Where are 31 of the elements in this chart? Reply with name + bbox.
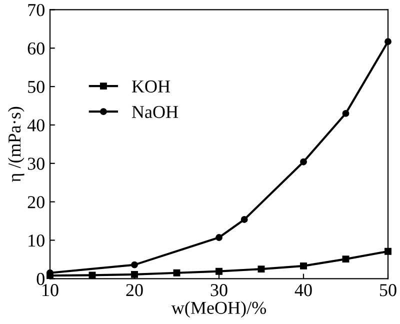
y-tick-label: 10 (28, 234, 44, 247)
legend-label: KOH (132, 80, 170, 93)
point (258, 266, 265, 273)
point (88, 272, 96, 279)
x-tick-label: 20 (126, 284, 143, 296)
x-axis-title: w(MeOH)/% (171, 301, 266, 318)
y-axis-title: η /(mPa·s) (8, 106, 24, 182)
point (300, 262, 307, 270)
legend-label: NaOH (132, 106, 178, 118)
y-tick-label: 0 (36, 272, 44, 286)
point (173, 269, 180, 276)
point (384, 248, 392, 255)
y-tick-label: 70 (28, 4, 44, 16)
point (300, 158, 307, 166)
point (342, 110, 350, 117)
point (216, 268, 222, 275)
y-tick-label: 50 (28, 80, 44, 93)
point (131, 261, 138, 268)
y-tick-label: 30 (28, 158, 44, 170)
x-tick-label: 10 (42, 284, 58, 296)
x-tick-label: 30 (210, 284, 228, 296)
point (342, 256, 350, 263)
y-tick-label: 40 (27, 119, 44, 132)
x-tick-label: 50 (380, 284, 396, 296)
point (131, 270, 138, 278)
point (240, 216, 248, 223)
x-tick-label: 40 (294, 284, 312, 296)
y-tick-label: 20 (28, 196, 44, 208)
point (384, 38, 392, 46)
y-tick-label: 60 (28, 42, 44, 55)
point (216, 234, 222, 242)
